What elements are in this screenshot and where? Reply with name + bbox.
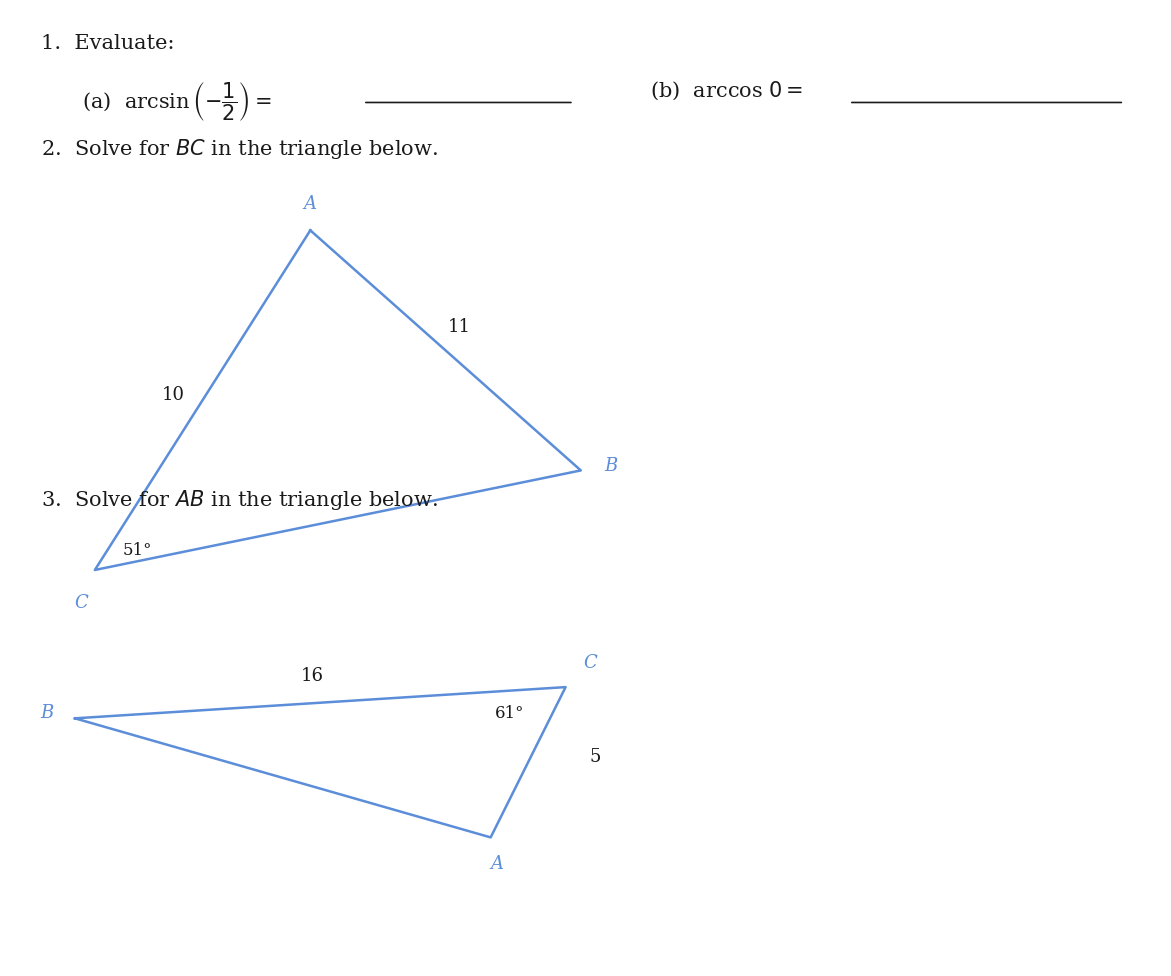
- Text: 3.  Solve for $AB$ in the triangle below.: 3. Solve for $AB$ in the triangle below.: [41, 488, 438, 512]
- Text: B: B: [41, 705, 54, 722]
- Text: 61°: 61°: [495, 705, 525, 721]
- Text: 10: 10: [162, 386, 185, 404]
- Text: B: B: [604, 457, 617, 474]
- Text: 51°: 51°: [123, 543, 152, 559]
- Text: 11: 11: [447, 318, 471, 336]
- Text: C: C: [74, 594, 88, 612]
- Text: 5: 5: [589, 749, 601, 766]
- Text: (b)  arccos $0 = $: (b) arccos $0 = $: [650, 80, 803, 102]
- Text: (a)  arcsin $\!\left(-\dfrac{1}{2}\right) = $: (a) arcsin $\!\left(-\dfrac{1}{2}\right)…: [82, 80, 272, 123]
- Text: A: A: [303, 195, 317, 213]
- Text: A: A: [489, 855, 504, 873]
- Text: C: C: [583, 655, 597, 672]
- Text: 1.  Evaluate:: 1. Evaluate:: [41, 34, 174, 53]
- Text: 16: 16: [301, 668, 324, 685]
- Text: 2.  Solve for $BC$ in the triangle below.: 2. Solve for $BC$ in the triangle below.: [41, 137, 438, 161]
